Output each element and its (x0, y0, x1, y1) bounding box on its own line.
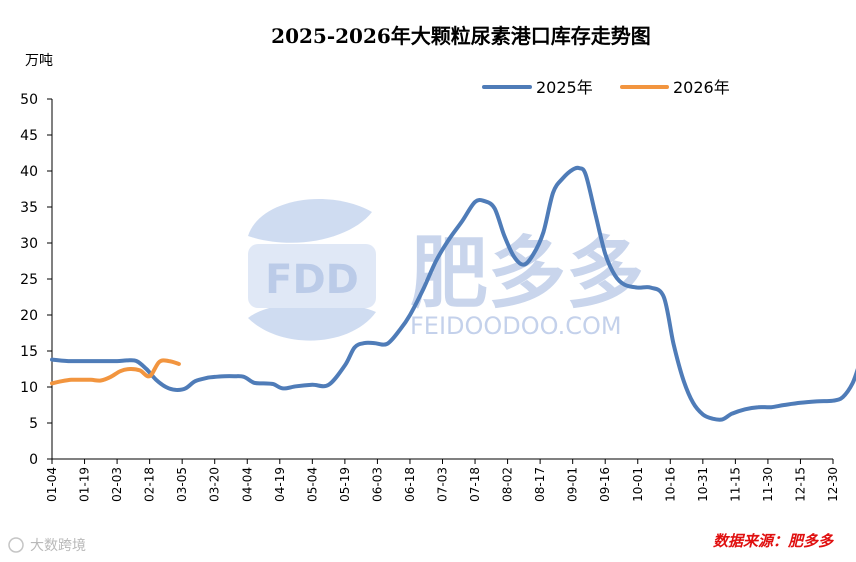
x-tick-label: 10-01 (631, 467, 645, 502)
watermark-logo (248, 199, 376, 341)
y-tick-label: 40 (20, 164, 38, 180)
credit-icon (8, 537, 24, 553)
watermark-brand-cn: 肥多多 (410, 229, 644, 319)
x-tick-label: 10-31 (696, 467, 710, 502)
x-tick-label: 07-03 (436, 467, 450, 502)
series-line-2026 (50, 358, 181, 386)
x-tick-label: 10-16 (663, 467, 677, 502)
y-tick-label: 0 (29, 452, 38, 468)
series-line-2025 (50, 165, 856, 422)
credit: 大数跨境 (8, 537, 86, 554)
data-source: 数据来源：肥多多 (713, 532, 834, 550)
x-tick-label: 07-18 (468, 467, 482, 502)
y-tick-label: 30 (20, 236, 38, 252)
x-tick-label: 12-15 (793, 467, 807, 502)
x-tick-label: 12-30 (826, 467, 840, 502)
y-tick-label: 25 (20, 272, 38, 288)
x-tick-label: 08-17 (533, 467, 547, 502)
x-tick-label: 06-03 (370, 467, 384, 502)
series-layer (50, 165, 856, 422)
x-tick-label: 01-19 (78, 467, 92, 502)
axes: 0 5 10 15 20 25 30 35 40 45 50 01-04 01-19 02-03 02-18… (20, 92, 840, 502)
x-tick-label: 02-18 (143, 467, 157, 502)
x-tick-label: 04-19 (273, 467, 287, 502)
x-tick-label: 05-19 (338, 467, 352, 502)
x-tick-label: 06-18 (403, 467, 417, 502)
x-tick-label: 02-03 (110, 467, 124, 502)
y-tick-label: 45 (20, 128, 38, 144)
x-tick-label: 05-04 (305, 467, 319, 502)
watermark-logo-text: FDD (265, 257, 359, 303)
watermark: FDD 肥多多 FEIDOODOO.COM (248, 199, 644, 341)
x-tick-label: 09-16 (598, 467, 612, 502)
x-tick-label: 11-15 (728, 467, 742, 502)
y-tick-label: 35 (20, 200, 38, 216)
x-tick-label: 03-20 (208, 467, 222, 502)
x-tick-label: 03-05 (175, 467, 189, 502)
x-tick-label: 11-30 (761, 467, 775, 502)
legend: 2025年 2026年 (482, 78, 730, 97)
y-tick-label: 10 (20, 380, 38, 396)
credit-text: 大数跨境 (30, 538, 86, 554)
y-tick-label: 50 (20, 92, 38, 108)
y-tick-label: 5 (29, 416, 38, 432)
x-tick-label: 09-01 (566, 467, 580, 502)
legend-label-2025: 2025年 (536, 78, 593, 97)
y-tick-label: 20 (20, 308, 38, 324)
y-tick-label: 15 (20, 344, 38, 360)
chart-title: 2025-2026年大颗粒尿素港口库存走势图 (271, 24, 651, 48)
watermark-brand-en: FEIDOODOO.COM (410, 312, 622, 340)
y-axis-unit: 万吨 (25, 53, 53, 69)
x-tick-label: 01-04 (45, 467, 59, 502)
legend-label-2026: 2026年 (673, 78, 730, 97)
x-tick-label: 08-02 (501, 467, 515, 502)
x-tick-label: 04-04 (240, 467, 254, 502)
